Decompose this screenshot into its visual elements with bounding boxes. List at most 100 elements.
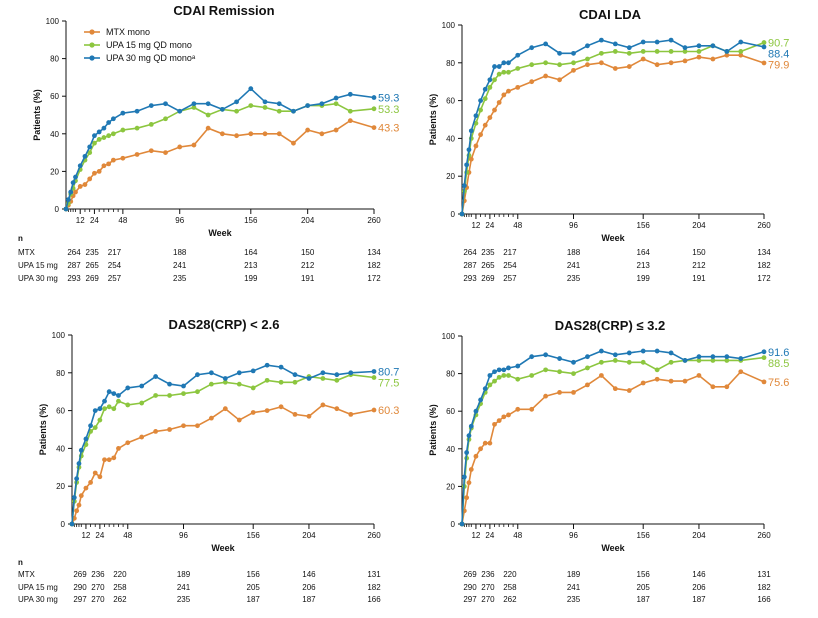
n-cell: 172 [757,274,771,283]
data-point-upa30 [83,436,89,442]
y-tick-label: 80 [50,55,59,64]
data-point-upa15 [292,379,298,385]
data-point-upa30 [626,350,632,356]
data-point-upa15 [139,400,145,406]
y-tick-label: 100 [442,332,456,341]
data-point-upa30 [461,183,467,189]
data-point-mtx [83,485,89,491]
x-tick-label: 48 [123,531,132,540]
data-point-mtx [557,77,562,83]
data-point-upa30 [320,370,326,376]
data-point-upa30 [348,370,354,376]
data-point-upa30 [305,103,311,108]
chart-title: CDAI LDA [579,7,642,22]
series-line-mtx [461,54,765,215]
data-point-upa30 [529,354,535,360]
data-point-upa30 [371,95,377,100]
data-point-upa15 [87,150,93,156]
n-cell: 182 [757,583,771,592]
n-cell: 241 [173,261,187,270]
data-point-upa30 [208,370,214,376]
x-tick-label: 204 [302,531,316,540]
data-point-upa30 [92,408,98,413]
y-tick-label: 0 [451,210,456,219]
n-row-label: UPA 15 mg [18,583,58,592]
x-tick-label: 260 [757,531,771,540]
data-point-upa30 [82,153,88,159]
x-tick-label: 96 [179,531,188,540]
data-point-mtx [181,423,186,429]
n-row-label: UPA 15 mg [18,261,58,270]
data-point-upa30 [88,423,93,429]
data-point-upa30 [134,108,140,114]
data-point-upa30 [682,45,688,51]
data-point-upa30 [710,354,716,360]
data-point-upa30 [466,433,472,439]
data-point-upa30 [110,116,116,122]
data-point-mtx [473,143,479,149]
data-point-upa30 [181,383,186,389]
data-point-upa15 [487,84,493,90]
data-point-upa15 [248,103,254,108]
chart-panel-1: CDAI Remission 0 20 40 60 80 100 Patients (%) 12… [32,3,399,238]
data-point-mtx [205,125,211,131]
data-point-upa30 [205,101,211,107]
end-value-label-upa15: 77.5 [378,377,399,389]
n-row-label: MTX [18,570,36,579]
data-point-upa15 [696,358,702,363]
data-point-mtx [250,410,256,415]
legend-label-mtx: MTX mono [106,27,150,37]
x-tick-label: 204 [692,531,706,540]
data-point-upa30 [571,50,576,56]
data-point-upa30 [598,348,604,354]
data-point-upa30 [468,423,474,429]
data-point-mtx [543,73,549,79]
data-point-upa30 [163,101,168,107]
n-cell: 241 [567,583,581,592]
data-point-upa30 [585,354,590,360]
n-table-1: n MTX 264 235 217 188 164 150 134 264 235 217 188 164… [18,234,771,283]
n-cell: 220 [503,570,517,579]
data-point-mtx [78,493,84,499]
x-tick-label: 24 [485,531,494,540]
data-point-upa15 [116,398,121,404]
legend-label-upa30: UPA 30 mg QD monoᵃ [106,53,196,63]
n-cell: 212 [301,261,315,270]
n-cell: 146 [302,570,316,579]
data-point-upa15 [205,112,211,118]
n-cell: 235 [177,595,191,604]
data-point-mtx [468,156,474,162]
data-point-upa30 [459,521,465,527]
data-point-upa15 [333,101,339,107]
data-point-upa30 [468,128,474,134]
data-point-upa30 [292,372,298,378]
data-point-upa30 [501,367,507,373]
data-point-upa15 [125,402,131,408]
x-tick-label: 24 [90,216,99,225]
data-point-mtx [543,393,549,399]
data-point-mtx [148,148,154,154]
data-point-upa30 [68,189,74,195]
data-point-mtx [264,408,270,413]
data-point-upa30 [276,101,282,107]
data-point-mtx [222,406,228,412]
data-point-upa30 [248,86,254,92]
data-point-mtx [496,100,502,105]
n-cell: 235 [567,595,581,604]
data-point-upa30 [487,373,493,378]
data-point-upa15 [371,375,377,380]
data-point-upa30 [76,461,82,466]
data-point-mtx [571,390,576,395]
data-point-upa15 [92,425,98,431]
data-point-upa30 [148,103,154,108]
data-point-upa30 [478,397,483,403]
data-point-upa30 [640,39,646,45]
data-point-upa30 [496,64,502,69]
y-tick-label: 100 [442,21,456,30]
data-point-upa30 [482,86,488,92]
data-point-upa15 [106,404,112,410]
n-cell: 220 [113,570,127,579]
y-tick-label: 40 [446,134,455,143]
data-point-upa15 [487,382,493,388]
